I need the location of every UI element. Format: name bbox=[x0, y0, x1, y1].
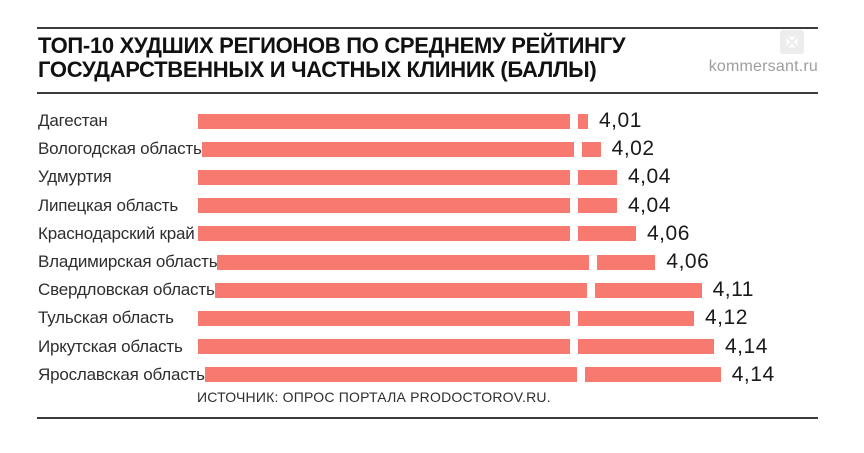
value-label: 4,14 bbox=[725, 334, 768, 358]
brand-text: kommersant.ru bbox=[708, 58, 818, 75]
bar-value-segment bbox=[597, 254, 656, 270]
chart-row: Краснодарский край 4,06 bbox=[38, 220, 838, 248]
bar-value-segment bbox=[578, 169, 617, 185]
bar-main-segment bbox=[198, 310, 570, 326]
region-label: Ярославская область bbox=[38, 364, 205, 384]
chart-row: Ярославская область 4,14 bbox=[38, 361, 838, 389]
bottom-divider bbox=[37, 417, 818, 419]
bar-main-segment bbox=[198, 169, 570, 185]
source-note: ИСТОЧНИК: ОПРОС ПОРТАЛА PRODOCTOROV.RU. bbox=[197, 389, 551, 405]
value-label: 4,12 bbox=[705, 306, 748, 330]
brand-block: kommersant.ru bbox=[709, 30, 818, 76]
bar-value-segment bbox=[578, 226, 636, 242]
bar-value-segment bbox=[578, 198, 617, 214]
region-label: Удмуртия bbox=[38, 167, 112, 187]
bar-value-segment bbox=[578, 310, 694, 326]
chart-row: Иркутская область 4,14 bbox=[38, 333, 838, 361]
region-label: Владимирская область bbox=[38, 252, 218, 272]
region-label: Тульская область bbox=[38, 308, 174, 328]
chart-row: Удмуртия 4,04 bbox=[38, 163, 838, 191]
region-label: Краснодарский край bbox=[38, 223, 195, 243]
bar-value-segment bbox=[581, 141, 601, 157]
value-label: 4,06 bbox=[647, 221, 690, 245]
value-label: 4,04 bbox=[628, 193, 671, 217]
chart-row: Липецкая область 4,04 bbox=[38, 192, 838, 220]
bar-main-segment bbox=[198, 198, 570, 214]
bar-value-segment bbox=[584, 367, 721, 383]
value-label: 4,02 bbox=[611, 137, 655, 161]
region-label: Иркутская область bbox=[38, 336, 183, 356]
expand-arrows-icon[interactable] bbox=[780, 30, 804, 54]
bar-main-segment bbox=[201, 141, 574, 157]
value-label: 4,11 bbox=[712, 278, 754, 302]
region-label: Вологодская область bbox=[38, 139, 202, 159]
value-label: 4,06 bbox=[666, 250, 710, 274]
chart-title-line1: ТОП-10 ХУДШИХ РЕГИОНОВ ПО СРЕДНЕМУ РЕЙТИ… bbox=[38, 33, 626, 58]
value-label: 4,01 bbox=[599, 109, 642, 133]
bar-main-segment bbox=[204, 367, 577, 383]
chart-row: Дагестан 4,01 bbox=[38, 107, 838, 135]
bar-main-segment bbox=[198, 226, 570, 242]
bar-main-segment bbox=[217, 254, 590, 270]
bar-value-segment bbox=[578, 113, 588, 129]
region-label: Дагестан bbox=[38, 111, 108, 131]
bar-chart: Дагестан 4,01 Вологодская область 4,02 Удмур… bbox=[38, 107, 838, 389]
value-label: 4,14 bbox=[731, 362, 775, 386]
bar-main-segment bbox=[198, 339, 570, 355]
bar-value-segment bbox=[578, 339, 714, 355]
header-divider bbox=[37, 92, 818, 94]
chart-row: Владимирская область 4,06 bbox=[38, 248, 838, 276]
chart-title-line2: ГОСУДАРСТВЕННЫХ И ЧАСТНЫХ КЛИНИК (БАЛЛЫ) bbox=[38, 57, 597, 82]
top-divider bbox=[37, 27, 818, 29]
bar-value-segment bbox=[594, 282, 702, 298]
bar-main-segment bbox=[198, 113, 570, 129]
bar-main-segment bbox=[214, 282, 587, 298]
region-label: Свердловская область bbox=[38, 280, 215, 300]
chart-row: Тульская область 4,12 bbox=[38, 304, 838, 332]
chart-title: ТОП-10 ХУДШИХ РЕГИОНОВ ПО СРЕДНЕМУ РЕЙТИ… bbox=[38, 34, 658, 82]
chart-row: Вологодская область 4,02 bbox=[38, 135, 838, 163]
value-label: 4,04 bbox=[628, 165, 671, 189]
chart-row: Свердловская область 4,11 bbox=[38, 276, 838, 304]
region-label: Липецкая область bbox=[38, 195, 178, 215]
